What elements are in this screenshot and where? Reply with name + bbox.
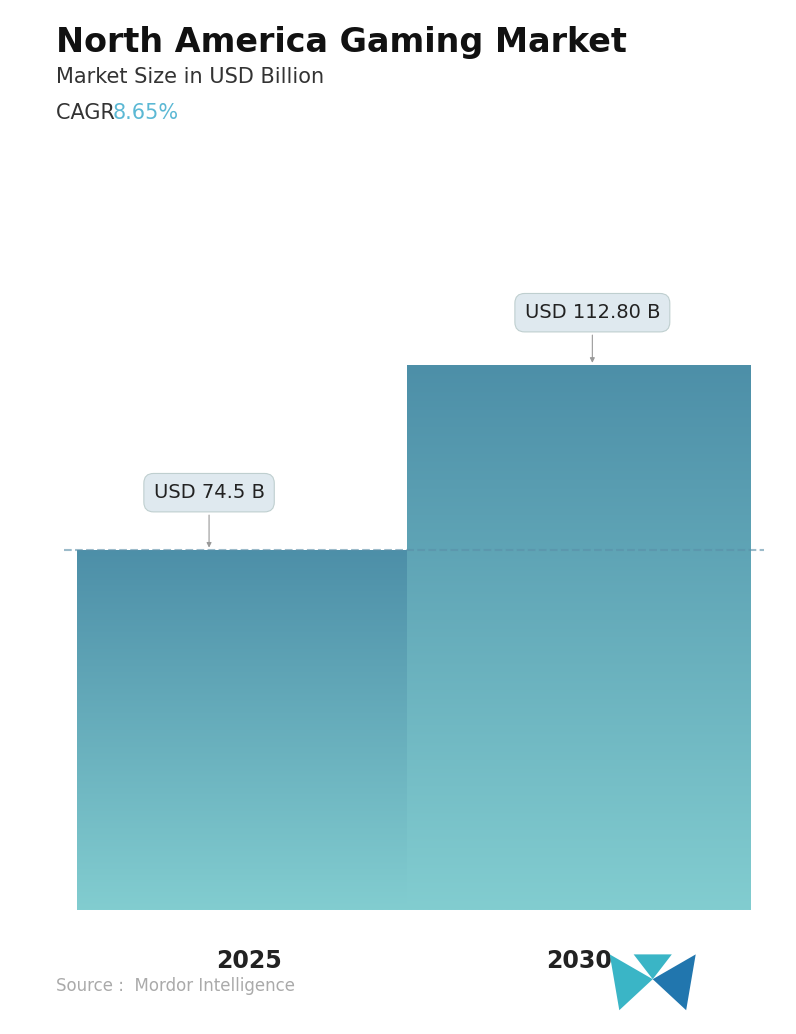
Text: 2025: 2025 — [216, 948, 282, 973]
Text: Market Size in USD Billion: Market Size in USD Billion — [56, 67, 324, 87]
Polygon shape — [634, 954, 672, 979]
Text: CAGR: CAGR — [56, 103, 121, 123]
Polygon shape — [610, 954, 653, 1010]
Text: USD 74.5 B: USD 74.5 B — [154, 483, 264, 546]
Text: North America Gaming Market: North America Gaming Market — [56, 26, 626, 59]
Text: USD 112.80 B: USD 112.80 B — [525, 303, 660, 362]
Text: 2030: 2030 — [546, 948, 612, 973]
Text: Source :  Mordor Intelligence: Source : Mordor Intelligence — [56, 977, 295, 995]
Text: 8.65%: 8.65% — [113, 103, 179, 123]
Polygon shape — [653, 954, 696, 1010]
